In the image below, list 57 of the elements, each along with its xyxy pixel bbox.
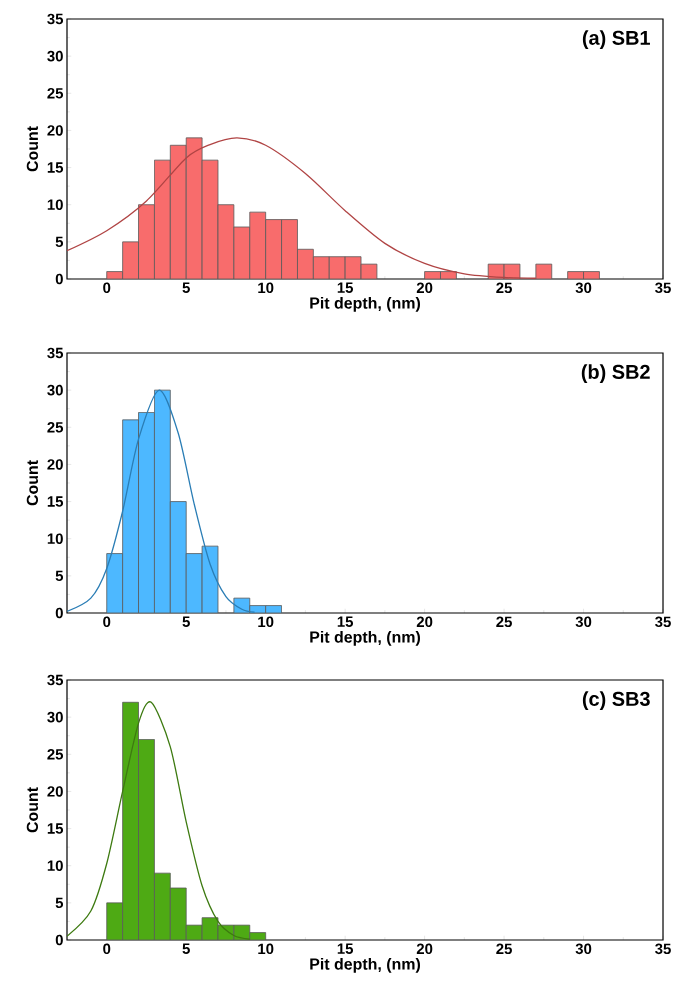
y-tick-label: 30 xyxy=(47,384,63,396)
y-axis-title: Count xyxy=(26,460,39,506)
x-tick-label: 5 xyxy=(182,943,190,954)
x-tick-label: 30 xyxy=(575,616,592,628)
x-tick-label: 20 xyxy=(416,616,433,628)
x-tick-label: 35 xyxy=(655,282,671,294)
x-tick-label: 20 xyxy=(416,282,433,294)
x-tick-label: 10 xyxy=(258,616,274,628)
x-tick-label: 0 xyxy=(103,616,111,628)
y-tick-label: 35 xyxy=(47,674,64,686)
y-tick-label: 35 xyxy=(47,347,64,359)
y-tick-label: 15 xyxy=(47,162,64,173)
y-tick-label: 10 xyxy=(47,860,63,871)
x-tick-label: 30 xyxy=(575,282,592,294)
x-tick-label: 10 xyxy=(258,282,274,294)
y-tick-label: 30 xyxy=(47,50,63,62)
y-tick-label: 15 xyxy=(47,496,64,507)
x-tick-label: 35 xyxy=(655,616,671,628)
x-tick-label: 25 xyxy=(496,282,512,294)
y-tick-label: 25 xyxy=(47,748,64,760)
y-axis-title: Count xyxy=(26,787,39,833)
x-tick-label: 5 xyxy=(182,616,190,627)
annotation: (b) SB2 xyxy=(581,364,650,383)
x-tick-label: 15 xyxy=(337,282,354,293)
x-tick-label: 15 xyxy=(337,616,354,627)
y-tick-label: 20 xyxy=(47,459,63,470)
y-tick-label: 10 xyxy=(47,533,63,544)
x-tick-label: 30 xyxy=(575,943,592,955)
y-tick-label: 25 xyxy=(47,421,64,433)
y-tick-label: 0 xyxy=(55,934,63,946)
annotation: (c) SB3 xyxy=(582,691,650,710)
annotation: (a) SB1 xyxy=(582,30,650,49)
y-tick-label: 15 xyxy=(47,823,64,834)
x-tick-label: 15 xyxy=(337,943,354,954)
x-tick-label: 20 xyxy=(416,943,433,955)
x-axis-title: Pit depth, (nm) xyxy=(310,630,420,646)
y-tick-label: 5 xyxy=(55,570,64,582)
y-tick-label: 0 xyxy=(55,273,63,285)
x-tick-label: 10 xyxy=(258,943,274,955)
x-tick-label: 0 xyxy=(103,943,111,955)
y-tick-label: 20 xyxy=(47,786,63,797)
x-tick-label: 25 xyxy=(496,943,512,955)
x-axis-title: Pit depth, (nm) xyxy=(310,957,420,973)
y-tick-label: 5 xyxy=(55,897,64,909)
x-tick-label: 5 xyxy=(182,282,190,293)
y-tick-label: 5 xyxy=(55,236,64,248)
x-tick-label: 35 xyxy=(655,943,671,955)
y-tick-label: 10 xyxy=(47,199,63,210)
x-tick-label: 0 xyxy=(103,282,111,294)
y-tick-label: 30 xyxy=(47,711,63,723)
y-axis-title: Count xyxy=(26,126,39,172)
x-tick-label: 25 xyxy=(496,616,512,628)
y-tick-label: 20 xyxy=(47,125,63,136)
x-axis-title: Pit depth, (nm) xyxy=(310,296,420,312)
y-tick-label: 0 xyxy=(55,607,63,619)
y-tick-label: 35 xyxy=(47,13,64,25)
y-tick-label: 25 xyxy=(47,87,64,99)
